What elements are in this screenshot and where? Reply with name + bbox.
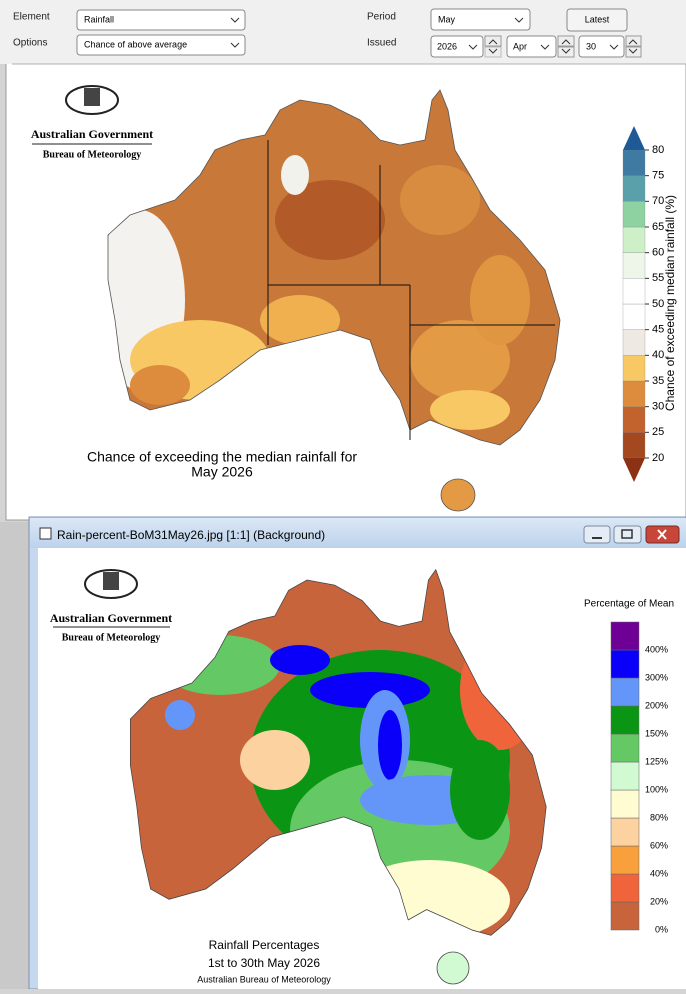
state-borders [267,140,555,440]
close-button[interactable] [645,525,680,544]
dropdown[interactable]: Apr [506,35,557,58]
legend-swatch [610,789,640,819]
tick-label: 75 [652,170,664,182]
color-legend: 0% 20% 40% 60% 80% 100% 125% 150% 200% 300% 400% [610,621,668,934]
legend-swatch [610,873,640,903]
dropdown[interactable]: May [430,8,531,31]
dropdown-value: May [438,14,456,24]
colorbar-bin [622,303,646,330]
legend-swatch [610,649,640,679]
colorbar-bin [622,252,646,279]
colorbar-bin [622,406,646,433]
legend-title: Percentage of Mean [584,599,674,610]
colorbar-low-arrow [623,458,645,482]
spinner[interactable] [557,35,575,58]
dropdown-value: 2026 [437,41,457,51]
spinner[interactable] [484,35,502,58]
legend-swatch [610,621,640,651]
dropdown-value: Apr [513,41,527,51]
legend-label: 150% [645,728,668,738]
legend-swatch [610,761,640,791]
legend-title: Chance of exceeding median rainfall (%) [663,195,677,411]
colorbar-bin [622,201,646,228]
legend-swatch [610,733,640,763]
colorbar-bin [622,355,646,382]
map-caption: Australian Bureau of Meteorology [197,974,331,984]
dropdown[interactable]: 30 [578,35,625,58]
button-label: Latest [585,14,610,24]
tick-label: 40 [652,349,664,361]
legend-label: 125% [645,756,668,766]
colorbar-bin [622,226,646,253]
dropdown[interactable]: Rainfall [76,9,246,31]
maximize-button[interactable] [613,525,642,544]
legend-label: 80% [650,812,668,822]
legend-swatch [610,817,640,847]
map-title: May 2026 [191,464,253,480]
colorbar-bin [622,329,646,356]
logo-text: Australian Government [31,127,153,141]
tick-label: 45 [652,324,664,336]
dropdown-value: Chance of above average [84,39,187,49]
tick-label: 25 [652,426,664,438]
legend-label: 200% [645,700,668,710]
dropdown-value: Rainfall [84,14,114,24]
tick-label: 20 [652,452,664,464]
legend-label: 300% [645,672,668,682]
logo-text: Australian Government [50,611,172,625]
legend-label: 40% [650,868,668,878]
label: Period [367,12,396,23]
map-caption: 1st to 30th May 2026 [208,956,320,970]
legend-label: 0% [655,924,668,934]
tick-label: 35 [652,375,664,387]
tick-label: 55 [652,272,664,284]
dropdown[interactable]: 2026 [430,35,484,58]
tasmania [440,478,476,512]
legend-label: 100% [645,784,668,794]
tick-label: 50 [652,298,664,310]
title-bar [30,518,686,548]
tasmania [436,951,470,985]
colorbar-bin [622,278,646,305]
coat-of-arms [84,569,138,599]
map-title: Chance of exceeding the median rainfall … [87,449,357,465]
legend-swatch [610,677,640,707]
minimize-button[interactable] [583,525,611,544]
tick-label: 30 [652,401,664,413]
colorbar-bin [622,380,646,407]
spinner[interactable] [625,35,642,58]
colorbar-bin [622,175,646,202]
legend-swatch [610,845,640,875]
colorbar-bin [622,149,646,176]
dropdown-value: 30 [586,41,596,51]
desktop [0,522,30,989]
legend-label: 20% [650,896,668,906]
label: Element [13,12,50,23]
colorbar: 20 25 30 35 40 45 50 55 60 65 70 75 80 [622,126,664,482]
window-icon [39,527,52,540]
legend-label: 60% [650,840,668,850]
label: Options [13,38,47,49]
coat-of-arms [65,85,119,115]
legend-label: 400% [645,644,668,654]
button[interactable]: Latest [566,8,628,32]
logo-text: Bureau of Meteorology [62,632,161,643]
tick-label: 65 [652,221,664,233]
tick-label: 60 [652,247,664,259]
tick-label: 80 [652,144,664,156]
colorbar-high-arrow [623,126,645,150]
colorbar-bin [622,432,646,459]
legend-swatch [610,705,640,735]
dropdown[interactable]: Chance of above average [76,34,246,56]
logo-text: Bureau of Meteorology [43,149,142,160]
window-title: Rain-percent-BoM31May26.jpg [1:1] (Backg… [57,528,325,542]
tick-label: 70 [652,195,664,207]
map-caption: Rainfall Percentages [209,938,320,952]
legend-swatch [610,901,640,931]
label: Issued [367,38,396,49]
